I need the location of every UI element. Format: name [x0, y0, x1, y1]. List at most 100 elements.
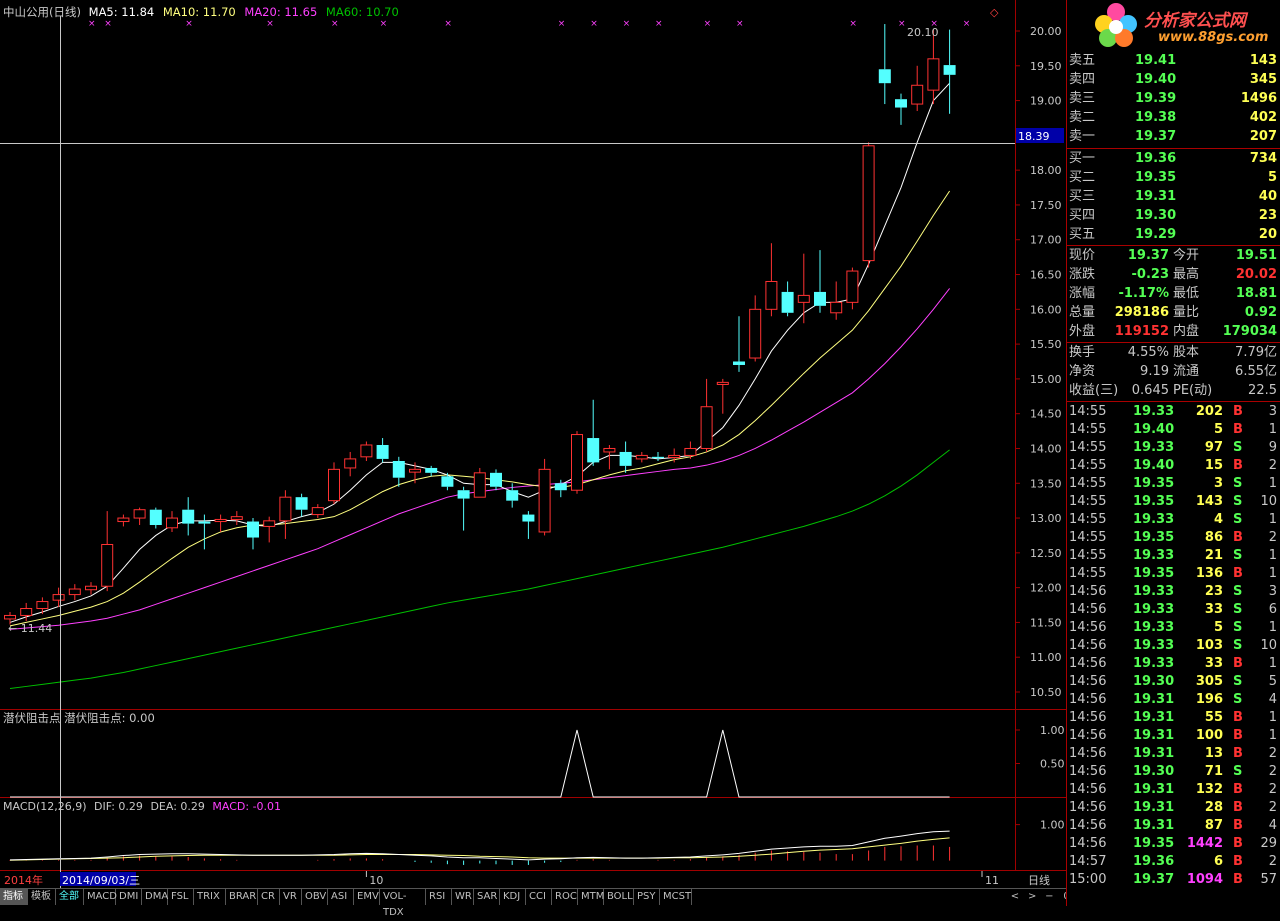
- quote-panel: 卖五 19.41 143 卖四 19.40 345 卖三 19.39 1496 卖二 19.38 40…: [1066, 0, 1280, 906]
- level-price: 19.31: [1135, 189, 1177, 204]
- tick-price: 19.40: [1133, 458, 1175, 473]
- tick-side: S: [1233, 584, 1243, 599]
- stat-value: 7.79亿: [1235, 345, 1277, 360]
- tick-price: 19.31: [1133, 818, 1175, 833]
- tick-volume: 305: [1195, 674, 1223, 689]
- level-volume: 402: [1249, 110, 1277, 125]
- quote-label: 涨幅: [1069, 286, 1096, 301]
- tab-sar[interactable]: SAR: [474, 889, 500, 905]
- crosshair-price-box: [1016, 128, 1064, 143]
- tab-cci[interactable]: CCI: [526, 889, 552, 905]
- candle: [927, 29, 940, 105]
- diamond-icon[interactable]: ◇: [990, 6, 999, 19]
- tick-side: B: [1233, 854, 1243, 869]
- tick-row: 14:56 19.33 103 S 10: [1067, 637, 1280, 655]
- tab-dma[interactable]: DMA: [142, 889, 168, 905]
- tick-time: 14:55: [1069, 512, 1107, 527]
- marker-x: ×: [266, 19, 274, 29]
- tick-side: B: [1233, 836, 1243, 851]
- tick-row: 14:55 19.40 15 B 2: [1067, 457, 1280, 475]
- tab-mcst[interactable]: MCST: [660, 889, 692, 905]
- tab-mtm[interactable]: MTM: [578, 889, 604, 905]
- quote-label: 最低: [1173, 286, 1200, 301]
- quote-value: -0.23: [1131, 267, 1169, 282]
- ma20-label: MA20: 11.65: [244, 5, 317, 19]
- level-price: 19.35: [1135, 170, 1177, 185]
- ma20-line: [9, 288, 950, 630]
- candle: [684, 441, 697, 459]
- stat-label: 净资: [1069, 364, 1096, 379]
- candle: [668, 448, 681, 463]
- tab-wr[interactable]: WR: [452, 889, 474, 905]
- tick-price: 19.31: [1133, 692, 1175, 707]
- quote-value: 298186: [1114, 305, 1169, 320]
- tab-全部[interactable]: 全部: [56, 889, 84, 905]
- tab-boll[interactable]: BOLL: [604, 889, 634, 905]
- tick-count: 3: [1268, 584, 1277, 599]
- candle: [425, 465, 438, 477]
- prev-button[interactable]: <: [1010, 891, 1020, 902]
- tick-price: 19.30: [1133, 764, 1175, 779]
- tick-side: B: [1233, 566, 1243, 581]
- tick-price: 19.33: [1133, 440, 1175, 455]
- tick-row: 14:56 19.35 1442 B 29: [1067, 835, 1280, 853]
- tick-price: 19.35: [1133, 530, 1175, 545]
- candle: [182, 497, 195, 536]
- tick-volume: 28: [1204, 800, 1223, 815]
- tick-row: 14:56 19.33 23 S 3: [1067, 583, 1280, 601]
- logo-url: www.88gs.com: [1158, 30, 1269, 45]
- marker-x: ×: [331, 19, 339, 29]
- level-volume: 23: [1258, 208, 1277, 223]
- tab-vr[interactable]: VR: [280, 889, 302, 905]
- stat-value: 0.645: [1131, 383, 1169, 398]
- chart-area[interactable]: 20.0019.5019.0018.5018.0017.5017.0016.50…: [0, 0, 1066, 888]
- quote-row: 涨幅 -1.17% 最低 18.81: [1067, 285, 1280, 303]
- tab-kdj[interactable]: KDJ: [500, 889, 526, 905]
- tab-cr[interactable]: CR: [258, 889, 280, 905]
- marker-x: ×: [655, 19, 663, 29]
- tick-row: 14:55 19.33 97 S 9: [1067, 439, 1280, 457]
- marker-x: ×: [380, 19, 388, 29]
- candle: [911, 65, 924, 112]
- next-button[interactable]: >: [1027, 891, 1037, 902]
- tick-row: 14:55 19.35 3 S 1: [1067, 475, 1280, 493]
- tab-rsi[interactable]: RSI: [426, 889, 452, 905]
- tab-emv[interactable]: EMV: [354, 889, 380, 905]
- max-price-label: 20.10: [907, 26, 939, 39]
- tab-trix[interactable]: TRIX: [194, 889, 226, 905]
- tab-macd[interactable]: MACD: [84, 889, 117, 905]
- tick-time: 14:55: [1069, 530, 1107, 545]
- tab-roc[interactable]: ROC: [552, 889, 578, 905]
- quote-label: 量比: [1173, 305, 1200, 320]
- tab-psy[interactable]: PSY: [634, 889, 660, 905]
- tick-side: S: [1233, 494, 1243, 509]
- marker-x: ×: [185, 19, 193, 29]
- quote-row: 现价 19.37 今开 19.51: [1067, 247, 1280, 265]
- tab-fsl[interactable]: FSL: [168, 889, 194, 905]
- sell-level: 卖四 19.40 345: [1067, 71, 1280, 89]
- date-label: 11: [985, 874, 999, 887]
- quote-label: 最高: [1173, 267, 1200, 282]
- divider: [1067, 401, 1280, 402]
- candle: [311, 504, 324, 519]
- tick-time: 14:55: [1069, 566, 1107, 581]
- zoom-out-button[interactable]: −: [1045, 891, 1054, 902]
- tick-volume: 4: [1213, 512, 1223, 527]
- tab-brar[interactable]: BRAR: [226, 889, 258, 905]
- tab-指标[interactable]: 指标: [0, 889, 28, 905]
- candle: [652, 451, 664, 461]
- tick-time: 14:56: [1069, 674, 1107, 689]
- tick-count: 1: [1268, 512, 1277, 527]
- tab-obv[interactable]: OBV: [302, 889, 328, 905]
- tab-asi[interactable]: ASI: [328, 889, 354, 905]
- tick-time: 15:00: [1069, 872, 1107, 887]
- tick-volume: 21: [1204, 548, 1223, 563]
- level-volume: 5: [1267, 170, 1277, 185]
- tab-vol-tdx[interactable]: VOL-TDX: [380, 889, 426, 918]
- candle: [295, 493, 308, 517]
- tab-dmi[interactable]: DMI: [116, 889, 142, 905]
- tab-模板[interactable]: 模板: [28, 889, 56, 905]
- price-tick-label: 12.50: [1030, 547, 1062, 560]
- ma60-line: [9, 449, 950, 690]
- tick-side: S: [1233, 440, 1243, 455]
